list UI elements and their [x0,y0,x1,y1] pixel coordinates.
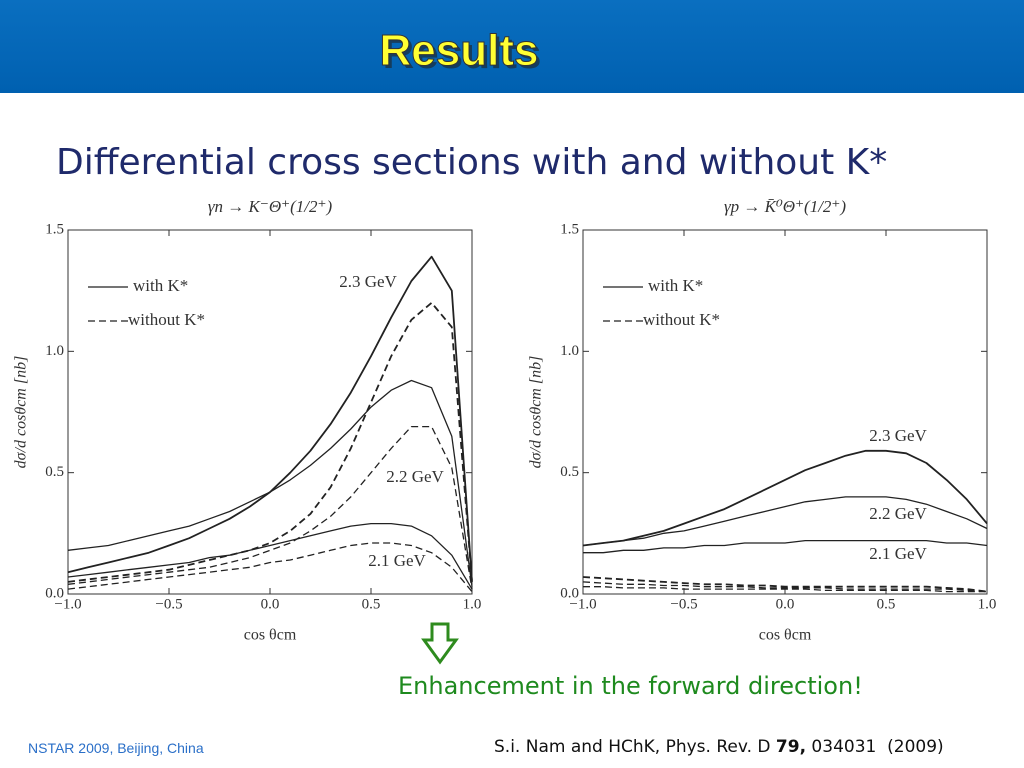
x-axis-label: cos θcm [244,627,297,644]
series-label: 2.1 GeV [368,551,426,570]
legend-label: with K* [648,276,703,295]
legend-label: without K* [128,310,205,329]
series-label: 2.3 GeV [869,426,927,445]
x-tick-label: 0.0 [776,596,795,612]
series-label: 2.2 GeV [869,504,927,523]
curve [582,449,988,547]
x-tick-label: 1.0 [463,596,482,612]
curve [583,539,988,554]
ref-volume: 79, [775,737,807,757]
annotation: Enhancement in the forward direction! [398,672,863,700]
x-tick-label: 0.5 [362,596,381,612]
curve [67,301,473,583]
curve [67,425,473,590]
y-tick-label: 0.0 [45,585,64,601]
footer-left: NSTAR 2009, Beijing, China [28,740,204,756]
x-tick-label: 1.0 [978,596,997,612]
chart-title: γp → K̄⁰Θ⁺(1/2⁺) [724,197,846,216]
plot-frame [67,229,473,595]
title-shadow: Results [383,29,542,78]
curve [582,576,988,593]
header-bar [0,0,1024,93]
x-tick-label: 0.0 [261,596,280,612]
slide-title: Results [380,26,539,75]
curve [67,255,473,582]
y-tick-label: 1.5 [560,221,579,237]
y-tick-label: 1.0 [45,343,64,359]
curve [67,542,473,593]
legend-label: without K* [643,310,720,329]
series-label: 2.1 GeV [869,544,927,563]
plots: −1.0 −0.5 0.0 0.5 1.0 0.0 0.5 1.0 1.5 γn → K⁻Θ⁺(1… [13,197,997,644]
y-tick-label: 0.5 [560,464,579,480]
x-tick-label: −0.5 [155,596,182,612]
y-tick-label: 1.5 [45,221,64,237]
ref-text: 034031 (2009) [806,737,944,757]
x-axis-label: cos θcm [759,627,812,644]
x-tick-label: −0.5 [670,596,697,612]
curve [67,379,473,587]
reference: S.i. Nam and HChK, Phys. Rev. D 79, 0340… [494,737,944,757]
curve [582,496,988,547]
legend-label: with K* [133,276,188,295]
y-axis-label: dσ/d cosθcm [nb] [528,356,545,469]
ref-text: S.i. Nam and HChK, Phys. Rev. D [494,737,776,757]
y-axis-label: dσ/d cosθcm [nb] [13,356,30,469]
subtitle: Differential cross sections with and wit… [56,142,887,183]
series-label: 2.3 GeV [339,272,397,291]
down-arrow [421,622,459,665]
curve [583,586,987,593]
plot-frame [582,229,988,595]
chart-title: γn → K⁻Θ⁺(1/2⁺) [208,197,333,216]
y-tick-label: 0.5 [45,464,64,480]
series-label: 2.2 GeV [386,467,444,486]
x-tick-label: −1.0 [54,596,81,612]
x-tick-label: 0.5 [877,596,896,612]
curve [582,581,988,593]
y-tick-label: 1.0 [560,343,579,359]
curve [67,522,473,590]
x-tick-label: −1.0 [569,596,596,612]
y-tick-label: 0.0 [560,585,579,601]
